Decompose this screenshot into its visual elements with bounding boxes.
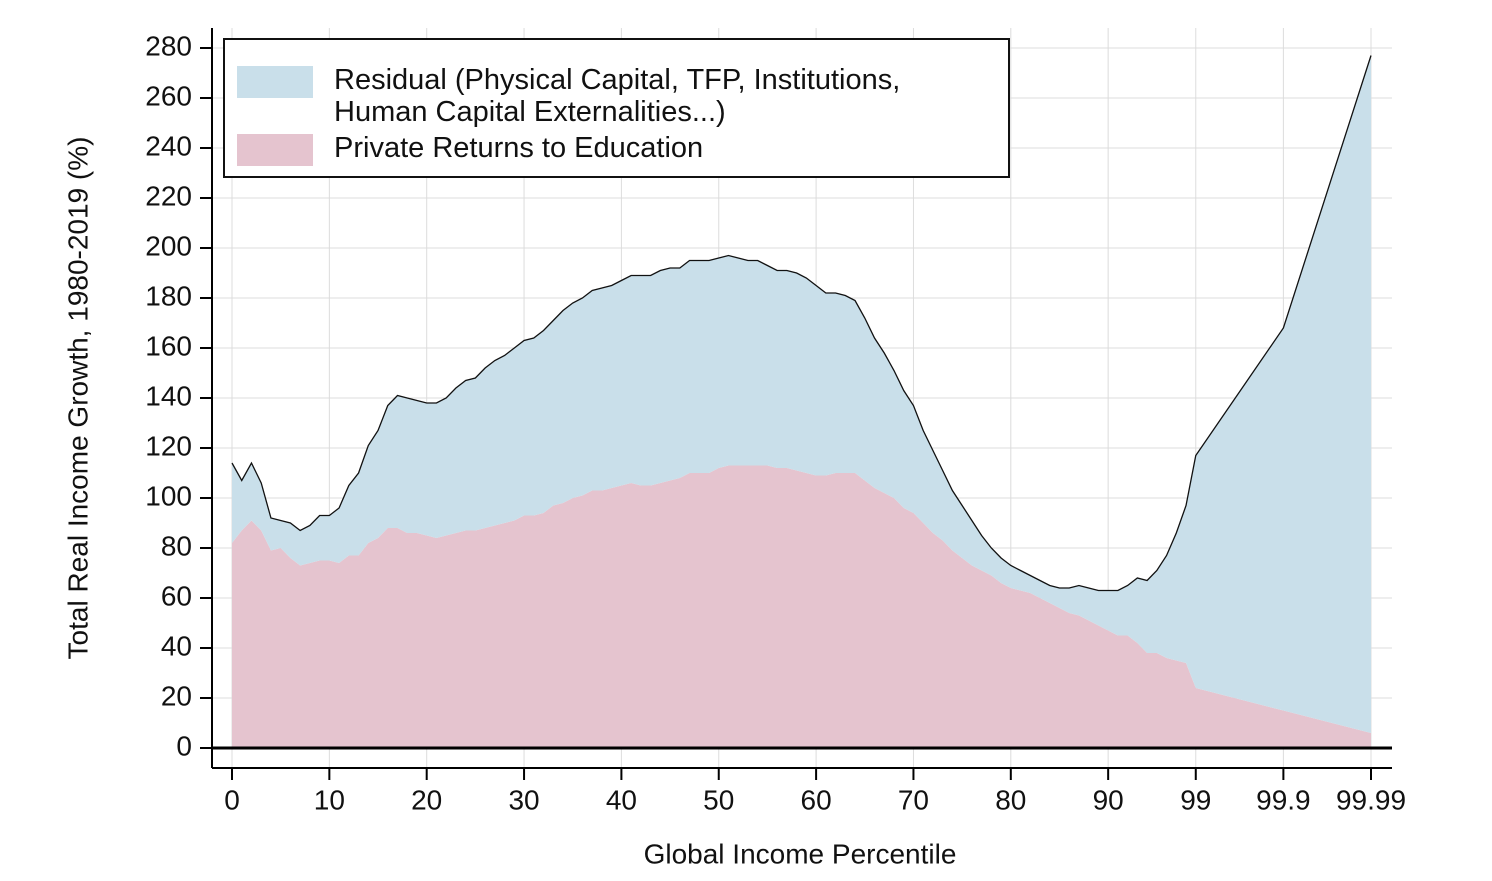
x-tick-label: 70	[898, 784, 929, 815]
top-line	[231, 55, 1372, 592]
y-tick-label: 60	[161, 580, 192, 611]
y-tick-label: 280	[145, 30, 192, 61]
area	[232, 55, 1371, 733]
x-tick-label: 99	[1180, 784, 1211, 815]
y-tick-label: 120	[145, 430, 192, 461]
legend-swatch	[237, 134, 313, 166]
x-tick-label: 99.99	[1336, 784, 1406, 815]
legend-entry: Private Returns to Education	[237, 132, 994, 166]
y-tick-label: 100	[145, 480, 192, 511]
y-tick-label: 260	[145, 80, 192, 111]
legend-entry: Residual (Physical Capital, TFP, Institu…	[237, 64, 994, 128]
y-tick-label: 200	[145, 230, 192, 261]
y-tick-label: 160	[145, 330, 192, 361]
y-tick-label: 40	[161, 630, 192, 661]
y-tick-label: 140	[145, 380, 192, 411]
x-axis-label: Global Income Percentile	[644, 838, 957, 869]
y-tick-label: 20	[161, 680, 192, 711]
legend-label: Residual (Physical Capital, TFP, Institu…	[334, 64, 901, 128]
y-tick-label: 240	[145, 130, 192, 161]
legend-label: Private Returns to Education	[334, 132, 704, 164]
y-tick-label: 0	[176, 730, 192, 761]
x-tick-label: 40	[606, 784, 637, 815]
x-tick-label: 0	[224, 784, 240, 815]
x-tick-label: 20	[411, 784, 442, 815]
x-tick-label: 30	[508, 784, 539, 815]
y-tick-label: 180	[145, 280, 192, 311]
legend: Residual (Physical Capital, TFP, Institu…	[223, 38, 1010, 178]
legend-swatch	[237, 66, 313, 98]
y-axis-label: Total Real Income Growth, 1980-2019 (%)	[62, 137, 93, 660]
x-tick-label: 99.9	[1256, 784, 1311, 815]
x-tick-label: 50	[703, 784, 734, 815]
x-tick-label: 60	[801, 784, 832, 815]
plot	[212, 28, 1392, 768]
area	[232, 465, 1371, 748]
y-tick-label: 80	[161, 530, 192, 561]
x-tick-label: 80	[995, 784, 1026, 815]
x-tick-label: 10	[314, 784, 345, 815]
x-tick-label: 90	[1093, 784, 1124, 815]
y-tick-label: 220	[145, 180, 192, 211]
